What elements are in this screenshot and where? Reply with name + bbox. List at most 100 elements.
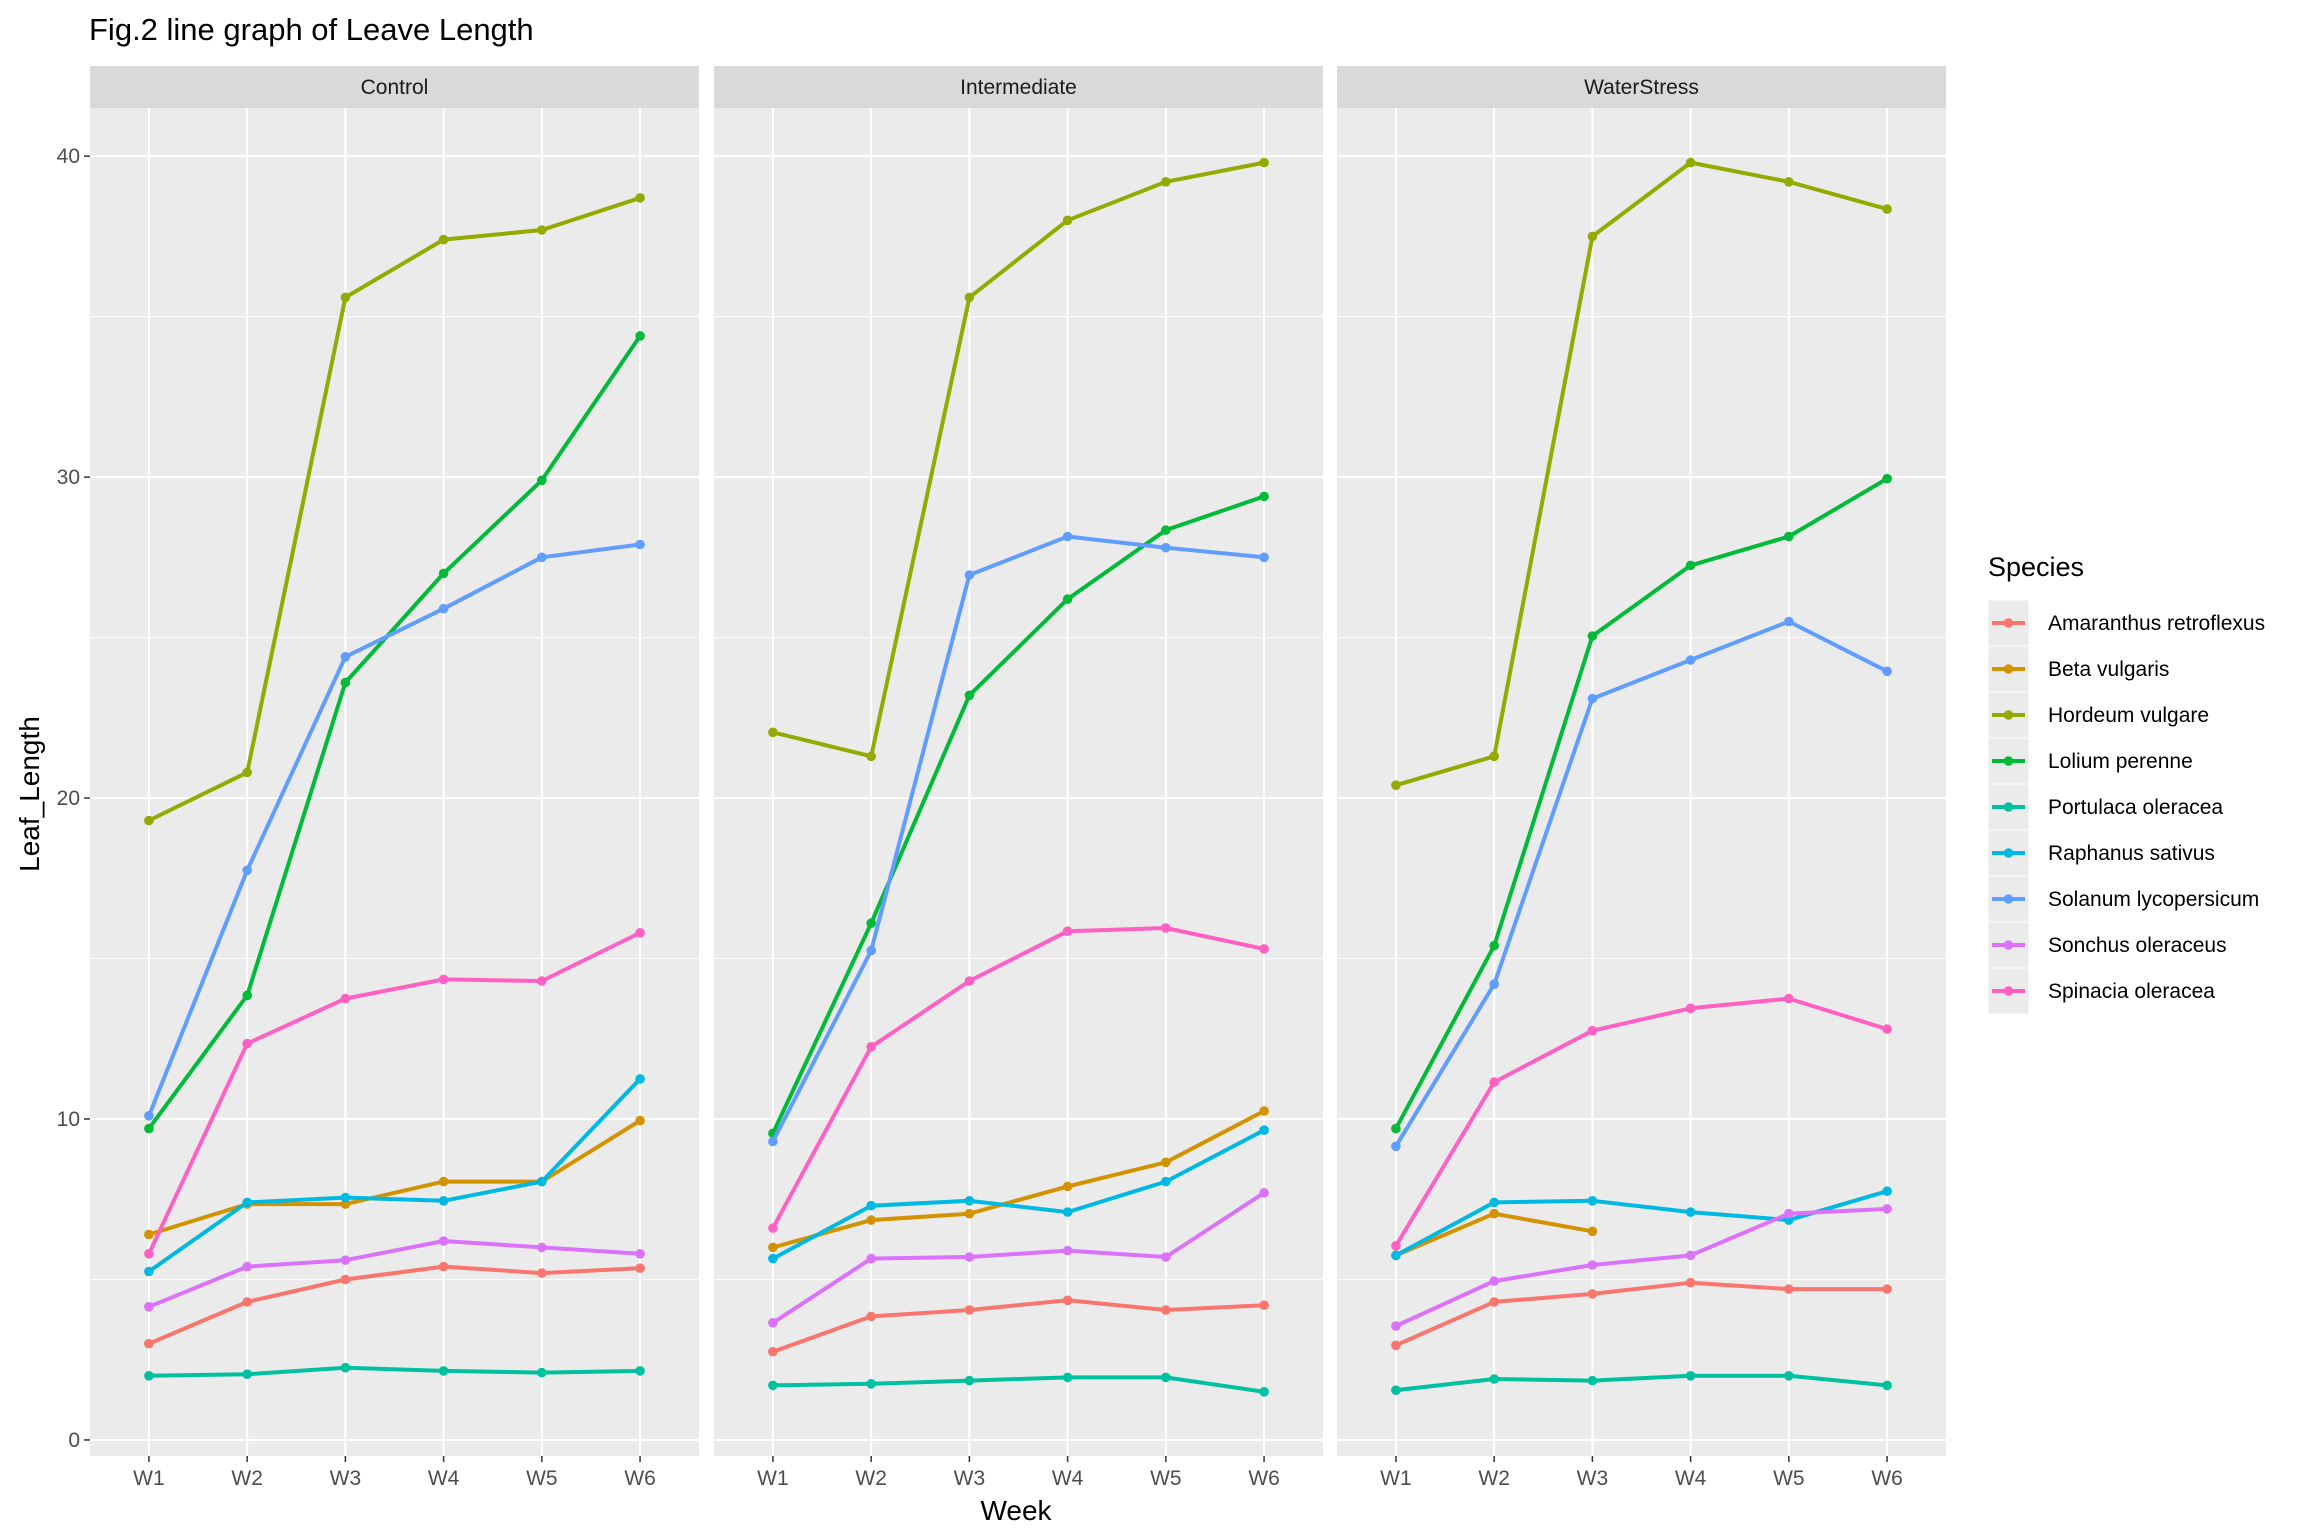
x-tick-label: W3 [330, 1467, 362, 1490]
data-point [1062, 215, 1073, 226]
legend-key-point [2003, 940, 2014, 950]
chart-title: Fig.2 line graph of Leave Length [89, 12, 534, 47]
y-tick-label: 20 [57, 787, 80, 810]
x-tick-label: W6 [624, 1467, 656, 1490]
series-portulaca-oleracea [144, 1362, 645, 1381]
data-point [1489, 1276, 1499, 1286]
data-point [1062, 1181, 1073, 1192]
data-point [635, 331, 645, 341]
data-point [964, 292, 975, 303]
data-point [866, 1200, 876, 1211]
data-point [537, 1176, 547, 1187]
legend-label: Sonchus oleraceus [2048, 934, 2227, 957]
data-point [1259, 1300, 1269, 1310]
data-point [866, 1379, 876, 1389]
data-point [1391, 1385, 1401, 1395]
series-spinacia-oleracea [1391, 993, 1892, 1251]
y-tick-label: 40 [57, 145, 80, 168]
series-solanum-lycopersicum [1391, 616, 1892, 1152]
data-point [768, 1136, 778, 1147]
series-spinacia-oleracea [144, 928, 645, 1259]
data-point [1259, 157, 1269, 168]
legend-key-point [2003, 986, 2014, 996]
series-hordeum-vulgare [768, 157, 1269, 762]
data-point [635, 1263, 645, 1273]
data-point [1391, 1250, 1401, 1261]
series-line [147, 931, 641, 1255]
x-tick-label: W5 [1773, 1467, 1805, 1490]
series-solanum-lycopersicum [768, 531, 1269, 1147]
data-point [340, 292, 351, 303]
data-point [1587, 631, 1598, 641]
data-point [1259, 1387, 1269, 1397]
legend-key-point [2003, 894, 2014, 904]
data-point [242, 990, 252, 1001]
data-point [1587, 1375, 1598, 1386]
data-point [1391, 1123, 1401, 1134]
facet-strip-label: Control [361, 76, 429, 99]
series-line [148, 195, 641, 823]
data-point [964, 1208, 975, 1219]
data-point [1685, 655, 1696, 665]
panel-background [714, 108, 1323, 1456]
series-line [1395, 160, 1888, 788]
data-point [1489, 751, 1499, 762]
x-tick-label: W4 [428, 1467, 460, 1490]
data-point [1882, 1024, 1892, 1034]
data-point [1062, 1295, 1073, 1306]
x-tick-label: W2 [231, 1467, 263, 1490]
data-point [144, 1111, 154, 1121]
data-point [1685, 1207, 1696, 1217]
legend-label: Raphanus sativus [2048, 842, 2215, 865]
series-amaranthus-retroflexus [144, 1261, 645, 1349]
data-point [1161, 177, 1171, 187]
data-point [1489, 1208, 1499, 1219]
data-point [438, 603, 449, 614]
x-tick-label: W1 [757, 1467, 789, 1490]
data-point [1882, 1204, 1892, 1214]
data-point [1259, 944, 1269, 954]
x-tick-label: W6 [1871, 1467, 1903, 1490]
data-point [635, 539, 645, 550]
data-point [144, 1249, 154, 1259]
data-point [144, 1123, 154, 1134]
series-spinacia-oleracea [768, 923, 1269, 1233]
data-point [1161, 1305, 1171, 1315]
data-point [1784, 531, 1794, 542]
series-amaranthus-retroflexus [768, 1295, 1269, 1357]
series-line [771, 494, 1265, 1135]
data-point [1882, 204, 1892, 214]
data-point [866, 918, 876, 928]
series-line [772, 1109, 1266, 1250]
data-point [1391, 1241, 1401, 1251]
x-tick-label: W1 [133, 1467, 165, 1490]
data-point [1685, 157, 1696, 168]
data-point [635, 1366, 645, 1376]
data-point [144, 1371, 154, 1381]
series-solanum-lycopersicum [144, 539, 645, 1121]
data-point [537, 976, 547, 986]
data-point [438, 1261, 449, 1272]
data-point [1391, 1340, 1401, 1351]
data-point [144, 815, 154, 826]
series-portulaca-oleracea [1391, 1371, 1892, 1395]
data-point [964, 1196, 975, 1206]
panel-waterstress: WaterStress W1 W2 W3 W4 W5 W6 [1337, 66, 1946, 1490]
data-point [768, 1346, 778, 1357]
series-sonchus-oleraceus [1391, 1204, 1892, 1331]
series-line [772, 1298, 1265, 1354]
data-point [964, 1375, 975, 1386]
series-line [1395, 1280, 1888, 1348]
data-point [537, 1268, 547, 1278]
data-point [242, 865, 252, 876]
data-point [242, 767, 252, 778]
panel-background [90, 108, 699, 1456]
x-tick-label: W2 [855, 1467, 887, 1490]
data-point [964, 976, 975, 986]
series-line [771, 1128, 1266, 1261]
data-point [1062, 594, 1073, 604]
series-line [148, 1239, 641, 1309]
data-point [866, 1042, 876, 1052]
x-tick-label: W3 [954, 1467, 986, 1490]
